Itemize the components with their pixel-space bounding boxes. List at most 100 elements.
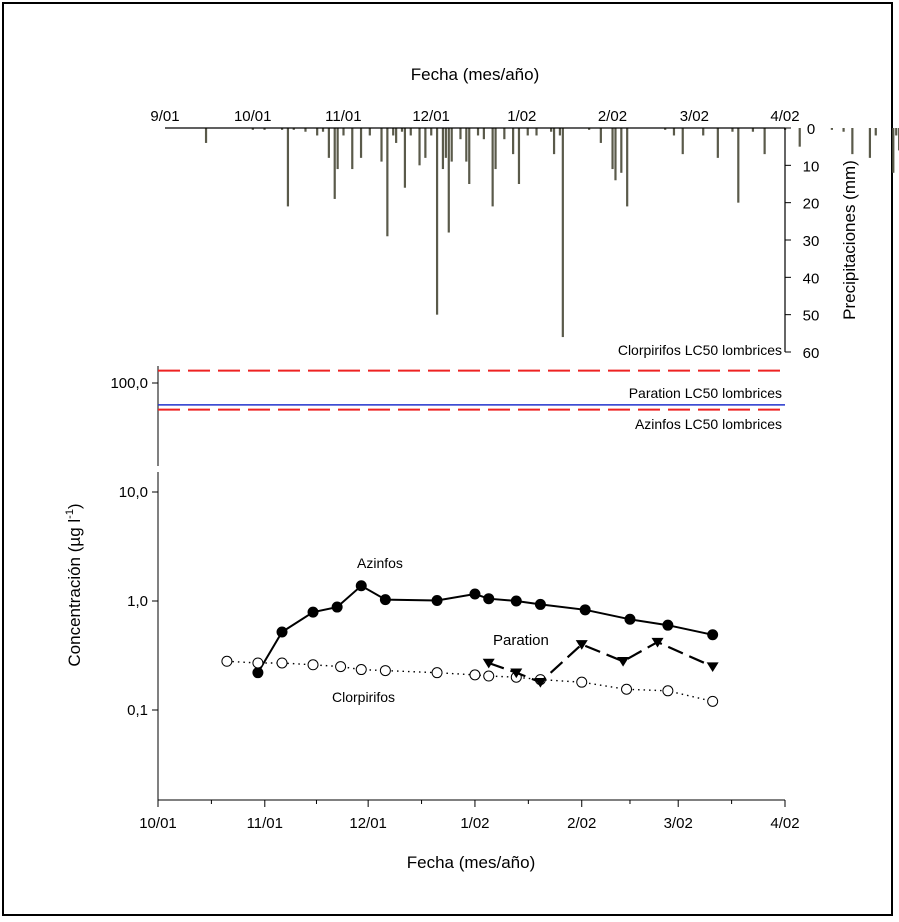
precip-bar [558, 128, 562, 136]
precip-bar [263, 128, 266, 130]
conc-series [221, 580, 719, 707]
conc-y-tick-label: 100,0 [110, 375, 148, 392]
precip-x-tick-label: 2/02 [598, 108, 627, 125]
data-point-clorpirifos [469, 669, 481, 681]
precip-bar [251, 128, 254, 130]
precip-x-tick-label: 12/01 [412, 108, 450, 125]
precip-y-tick-label: 20 [803, 196, 820, 213]
precip-bar [517, 128, 521, 184]
precip-y-tick-label: 10 [803, 158, 820, 175]
precip-bar [435, 128, 439, 315]
conc-y-label: Concentración (µg l-1) [64, 503, 84, 666]
data-point-azinfos [252, 667, 264, 679]
precip-bar [561, 128, 564, 338]
precip-bar [751, 128, 755, 132]
data-point-azinfos [431, 595, 443, 607]
data-point-clorpirifos [621, 683, 633, 695]
precip-bar [620, 128, 623, 173]
precip-bar [552, 128, 556, 155]
precip-bar [286, 128, 290, 207]
conc-y-tick-label: 10,0 [119, 484, 148, 501]
precip-bar [450, 128, 453, 162]
precip-bar [380, 128, 383, 162]
reference-line-label: Paration LC50 lombrices [629, 385, 782, 401]
precip-x-tick-label: 10/01 [234, 108, 272, 125]
data-point-clorpirifos [221, 655, 233, 667]
data-point-clorpirifos [307, 659, 319, 671]
precip-bar [512, 128, 515, 155]
precip-bar [336, 128, 339, 170]
precip-bar [892, 128, 895, 173]
data-point-azinfos [579, 604, 591, 616]
data-point-paration [482, 658, 495, 669]
precip-bar [465, 128, 468, 162]
precip-bar [503, 128, 506, 140]
data-point-azinfos [662, 619, 674, 631]
series-line-clorpirifos [226, 660, 713, 703]
series-label-clorpirifos: Clorpirifos [332, 689, 395, 705]
data-point-azinfos [624, 613, 636, 625]
precip-bar [550, 128, 553, 132]
precip-y-axis: 0 10 20 30 40 50 60 [165, 121, 819, 362]
data-point-azinfos [707, 629, 719, 641]
precip-bar [418, 128, 421, 166]
series-label-paration: Paration [493, 632, 549, 649]
conc-reference-lines: Clorpirifos LC50 lombrices Paration LC50 … [158, 342, 785, 432]
precip-x-tick-label: 3/02 [680, 108, 709, 125]
data-point-azinfos [331, 601, 343, 613]
precip-bar [400, 128, 404, 132]
conc-y-label-sup: -1 [64, 509, 76, 519]
precip-bar [895, 128, 898, 136]
precip-bar [611, 128, 614, 170]
data-point-clorpirifos [483, 670, 495, 682]
data-point-paration [575, 640, 588, 650]
precip-y-tick-label: 60 [803, 345, 820, 362]
precip-bar [327, 128, 330, 158]
precip-bar [342, 128, 345, 136]
precip-bar [626, 128, 629, 207]
conc-y-tick-label: 1,0 [127, 593, 148, 610]
precip-bar [468, 128, 471, 184]
precip-chart: Fecha (mes/año) 9/01 10/01 11/01 12/01 1/02 2… [150, 65, 899, 362]
precip-bar [316, 128, 319, 136]
precip-bar [526, 128, 529, 136]
data-point-azinfos [355, 580, 367, 592]
precip-bar [395, 128, 398, 143]
precip-y-tick-label: 30 [803, 233, 820, 250]
precip-bar [430, 128, 433, 136]
precip-bar [868, 128, 872, 158]
precip-bar [409, 128, 412, 136]
precip-bar [763, 128, 766, 155]
precip-bar [874, 128, 877, 136]
precip-x-tick-label: 4/02 [770, 108, 799, 125]
precip-bar [842, 128, 845, 132]
series-label-azinfos: Azinfos [357, 555, 403, 571]
data-point-clorpirifos [335, 661, 347, 673]
precip-bar [731, 128, 734, 132]
precip-bar [368, 128, 371, 136]
precip-bar [359, 128, 363, 158]
conc-x-tick-label: 11/01 [247, 815, 283, 832]
precip-bar [403, 128, 407, 188]
data-point-clorpirifos [379, 665, 391, 677]
precip-bar [716, 128, 719, 158]
precip-bar [280, 128, 284, 130]
precip-bar [447, 128, 450, 233]
data-point-paration [651, 637, 664, 648]
precip-bar [535, 128, 538, 136]
data-point-azinfos [483, 593, 495, 605]
precip-bar [292, 128, 295, 130]
precip-bar [664, 128, 667, 130]
reference-line-label: Clorpirifos LC50 lombrices [618, 342, 782, 358]
data-point-clorpirifos [431, 667, 443, 679]
conc-y-label-close: ) [65, 503, 84, 509]
precip-title: Fecha (mes/año) [411, 65, 540, 84]
conc-x-tick-label: 12/01 [349, 815, 387, 832]
conc-x-label: Fecha (mes/año) [407, 853, 536, 872]
conc-y-label-main: Concentración (µg l [65, 519, 84, 667]
precip-bars [204, 128, 899, 338]
conc-chart: 0,1 1,0 10,0 100,0 10/01 11/01 12/01 1/02 2/02 3/… [64, 342, 800, 872]
data-point-clorpirifos [276, 657, 288, 669]
precip-bar [444, 128, 447, 158]
